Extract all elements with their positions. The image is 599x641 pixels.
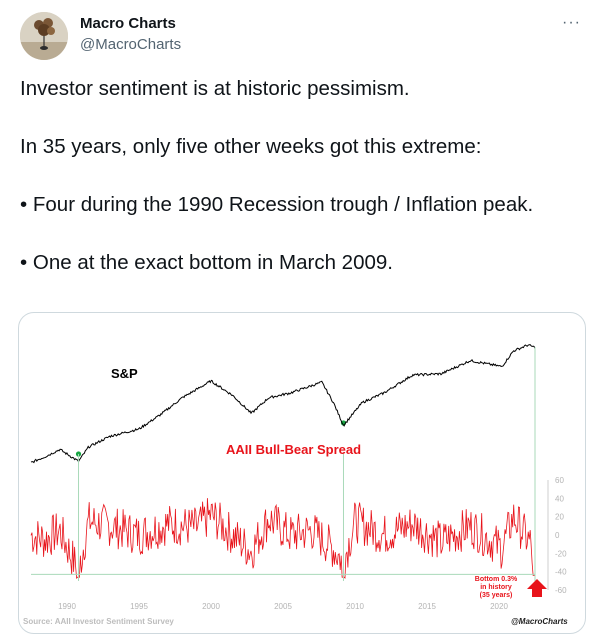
x-tick-label: 1990	[58, 602, 76, 611]
y-tick-label: -40	[555, 568, 567, 577]
annotation-line: in history	[480, 584, 512, 591]
y-tick-label: 60	[555, 476, 564, 485]
watermark: @MacroCharts	[511, 617, 568, 626]
tweet-text: Investor sentiment is at historic pessim…	[20, 74, 580, 277]
tweet-header: Macro Charts @MacroCharts ···	[20, 12, 585, 60]
extreme-marker-dot	[75, 451, 82, 457]
spread-label: AAII Bull-Bear Spread	[226, 442, 361, 457]
y-tick-label: -60	[555, 586, 567, 595]
author-name[interactable]: Macro Charts	[80, 15, 176, 32]
spread-series-line	[30, 498, 535, 579]
sp-label: S&P	[111, 366, 138, 381]
chart-image[interactable]: S&P AAII Bull-Bear Spread Source: AAII I…	[18, 312, 586, 634]
y-tick-label: -20	[555, 549, 567, 558]
more-options-icon[interactable]: ···	[562, 14, 581, 31]
sentiment-chart: S&P AAII Bull-Bear Spread Source: AAII I…	[23, 344, 568, 626]
x-tick-label: 2020	[490, 602, 508, 611]
x-tick-label: 2005	[274, 602, 292, 611]
y-tick-label: 40	[555, 494, 564, 503]
sp-series-line	[30, 344, 536, 464]
x-tick-label: 2010	[346, 602, 364, 611]
tweet-line: In 35 years, only five other weeks got t…	[20, 135, 482, 158]
avatar[interactable]	[20, 12, 68, 60]
annotation-line: Bottom 0.3%	[475, 576, 518, 583]
author-handle[interactable]: @MacroCharts	[80, 36, 182, 53]
y-tick-label: 0	[555, 531, 560, 540]
arrow-up-icon	[527, 579, 547, 597]
x-tick-label: 2015	[418, 602, 436, 611]
y-tick-label: 20	[555, 513, 564, 522]
tweet-line: Investor sentiment is at historic pessim…	[20, 77, 410, 100]
source-label: Source: AAII Investor Sentiment Survey	[23, 617, 174, 626]
balloon-sculpture-avatar-icon	[20, 12, 68, 60]
tweet-line: • Four during the 1990 Recession trough …	[20, 193, 534, 216]
x-tick-label: 1995	[130, 602, 148, 611]
x-tick-label: 2000	[202, 602, 220, 611]
annotation-line: (35 years)	[480, 592, 513, 599]
tweet-line: • One at the exact bottom in March 2009.	[20, 251, 393, 274]
